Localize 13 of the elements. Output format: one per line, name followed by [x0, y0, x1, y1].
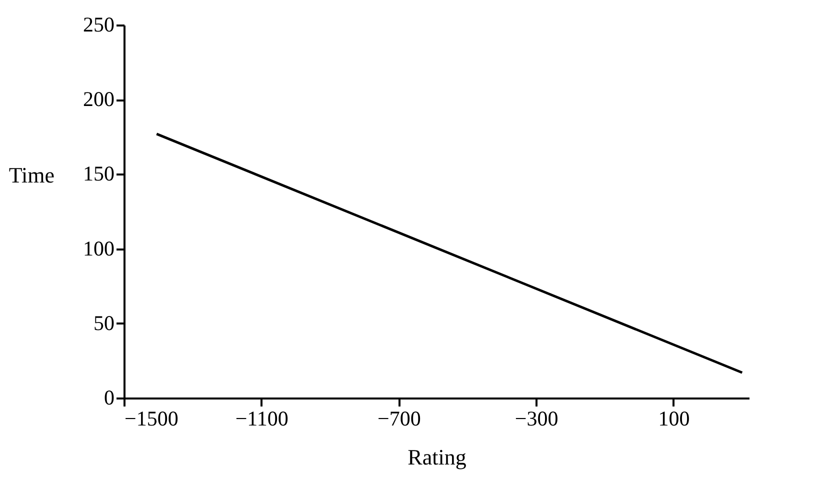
y-axis-title: Time — [8, 162, 54, 188]
y-tick-label: 0 — [104, 386, 114, 410]
y-tick-label: 200 — [83, 87, 114, 112]
y-tick-label: 100 — [83, 236, 114, 260]
x-tick-label: −700 — [378, 406, 421, 430]
x-tick-label: −300 — [514, 406, 558, 430]
x-tick-label: −1100 — [235, 406, 288, 430]
x-tick-label: 100 — [658, 406, 690, 430]
x-tick-label: −1500 — [124, 406, 178, 430]
x-axis-title: Rating — [408, 444, 466, 470]
y-tick-label: 50 — [94, 310, 114, 335]
y-tick-label: 150 — [83, 162, 114, 186]
y-tick-label: 250 — [83, 12, 114, 36]
